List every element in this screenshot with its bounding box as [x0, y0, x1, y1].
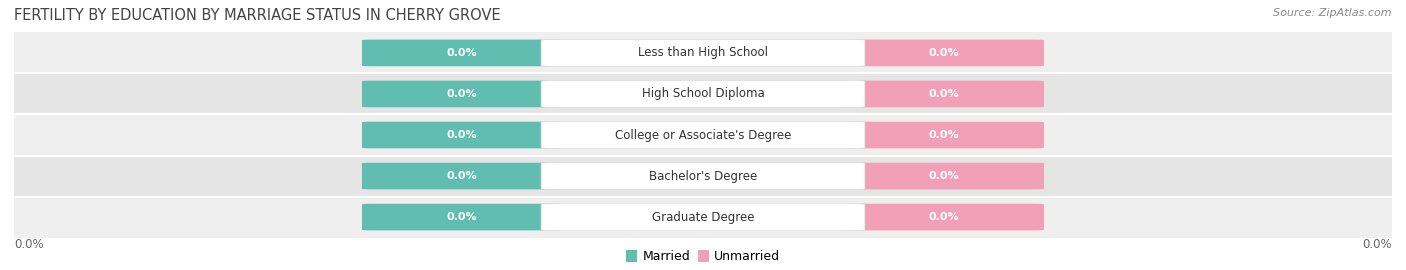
FancyBboxPatch shape — [361, 163, 562, 189]
FancyBboxPatch shape — [361, 122, 562, 148]
Text: Bachelor's Degree: Bachelor's Degree — [650, 170, 756, 183]
Text: 0.0%: 0.0% — [447, 48, 477, 58]
Text: College or Associate's Degree: College or Associate's Degree — [614, 129, 792, 141]
Text: Graduate Degree: Graduate Degree — [652, 211, 754, 224]
Text: 0.0%: 0.0% — [447, 212, 477, 222]
FancyBboxPatch shape — [541, 40, 865, 66]
Text: 0.0%: 0.0% — [14, 238, 44, 251]
Legend: Married, Unmarried: Married, Unmarried — [621, 245, 785, 268]
Bar — [14, 114, 1392, 156]
FancyBboxPatch shape — [541, 204, 865, 230]
Text: 0.0%: 0.0% — [929, 171, 959, 181]
Bar — [14, 32, 1392, 73]
Text: 0.0%: 0.0% — [929, 89, 959, 99]
Text: 0.0%: 0.0% — [929, 48, 959, 58]
FancyBboxPatch shape — [844, 204, 1045, 230]
Text: Source: ZipAtlas.com: Source: ZipAtlas.com — [1274, 8, 1392, 18]
Bar — [14, 156, 1392, 197]
Text: 0.0%: 0.0% — [447, 130, 477, 140]
Text: 0.0%: 0.0% — [447, 89, 477, 99]
Text: 0.0%: 0.0% — [1362, 238, 1392, 251]
FancyBboxPatch shape — [361, 81, 562, 107]
FancyBboxPatch shape — [361, 204, 562, 230]
FancyBboxPatch shape — [844, 122, 1045, 148]
Bar — [14, 73, 1392, 114]
FancyBboxPatch shape — [844, 163, 1045, 189]
Bar — [14, 197, 1392, 238]
FancyBboxPatch shape — [541, 163, 865, 189]
Text: FERTILITY BY EDUCATION BY MARRIAGE STATUS IN CHERRY GROVE: FERTILITY BY EDUCATION BY MARRIAGE STATU… — [14, 8, 501, 23]
Text: Less than High School: Less than High School — [638, 46, 768, 59]
Text: 0.0%: 0.0% — [447, 171, 477, 181]
FancyBboxPatch shape — [844, 81, 1045, 107]
FancyBboxPatch shape — [361, 40, 562, 66]
Text: 0.0%: 0.0% — [929, 212, 959, 222]
Text: 0.0%: 0.0% — [929, 130, 959, 140]
FancyBboxPatch shape — [844, 40, 1045, 66]
Text: High School Diploma: High School Diploma — [641, 87, 765, 100]
FancyBboxPatch shape — [541, 122, 865, 148]
FancyBboxPatch shape — [541, 81, 865, 107]
